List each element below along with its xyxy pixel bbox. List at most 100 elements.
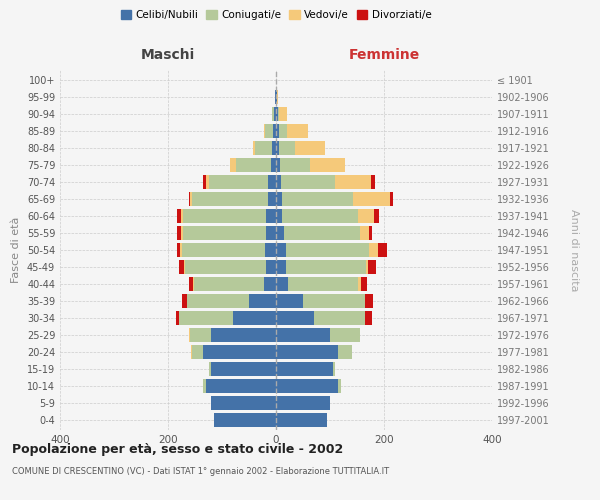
Bar (264, 277, 276, 291)
Bar (206, 176, 209, 189)
Bar (176, 226, 181, 240)
Bar (203, 379, 206, 392)
Bar (276, 209, 283, 223)
Bar (265, 124, 274, 138)
Bar (276, 294, 303, 308)
Bar (283, 209, 358, 223)
Bar (371, 176, 375, 189)
Bar (286, 260, 365, 274)
Bar (187, 294, 249, 308)
Bar (274, 108, 276, 121)
Bar (338, 345, 352, 358)
Bar (276, 362, 332, 376)
Bar (288, 277, 358, 291)
Y-axis label: Anni di nascita: Anni di nascita (569, 209, 579, 291)
Bar (266, 226, 276, 240)
Bar (374, 209, 379, 223)
Bar (265, 243, 276, 257)
Bar (188, 192, 190, 206)
Bar (276, 260, 286, 274)
Bar (179, 311, 233, 324)
Bar (203, 345, 276, 358)
Bar (233, 311, 276, 324)
Bar (188, 277, 193, 291)
Bar (276, 379, 338, 392)
Bar (266, 209, 276, 223)
Bar (361, 277, 367, 291)
Bar (314, 311, 365, 324)
Text: Popolazione per età, sesso e stato civile - 2002: Popolazione per età, sesso e stato civil… (12, 442, 343, 456)
Bar (330, 328, 360, 342)
Bar (181, 209, 182, 223)
Bar (276, 243, 286, 257)
Bar (188, 328, 190, 342)
Bar (194, 277, 264, 291)
Bar (272, 108, 274, 121)
Bar (365, 294, 373, 308)
Bar (368, 260, 376, 274)
Bar (276, 328, 330, 342)
Bar (211, 328, 276, 342)
Bar (179, 260, 184, 274)
Bar (177, 243, 180, 257)
Bar (211, 396, 276, 409)
Bar (272, 142, 276, 155)
Bar (271, 158, 276, 172)
Bar (276, 226, 284, 240)
Bar (303, 294, 365, 308)
Bar (268, 176, 276, 189)
Y-axis label: Fasce di età: Fasce di età (11, 217, 21, 283)
Bar (182, 226, 266, 240)
Bar (193, 345, 203, 358)
Bar (276, 192, 283, 206)
Bar (391, 192, 393, 206)
Text: Femmine: Femmine (349, 48, 419, 62)
Bar (281, 176, 335, 189)
Bar (256, 142, 272, 155)
Bar (295, 142, 325, 155)
Bar (370, 243, 377, 257)
Bar (191, 345, 193, 358)
Bar (182, 243, 265, 257)
Bar (279, 108, 287, 121)
Bar (268, 192, 276, 206)
Bar (353, 192, 391, 206)
Bar (276, 413, 328, 426)
Bar (209, 362, 211, 376)
Bar (180, 243, 182, 257)
Bar (181, 226, 182, 240)
Bar (332, 362, 335, 376)
Bar (370, 226, 372, 240)
Bar (182, 209, 266, 223)
Bar (263, 124, 265, 138)
Bar (192, 192, 268, 206)
Bar (284, 226, 360, 240)
Bar (278, 124, 287, 138)
Bar (276, 345, 338, 358)
Bar (286, 243, 370, 257)
Bar (190, 192, 193, 206)
Bar (276, 124, 278, 138)
Bar (287, 124, 308, 138)
Bar (185, 260, 266, 274)
Bar (358, 277, 361, 291)
Bar (190, 328, 211, 342)
Bar (276, 158, 280, 172)
Bar (253, 142, 256, 155)
Bar (236, 158, 271, 172)
Text: COMUNE DI CRESCENTINO (VC) - Dati ISTAT 1° gennaio 2002 - Elaborazione TUTTITALI: COMUNE DI CRESCENTINO (VC) - Dati ISTAT … (12, 468, 389, 476)
Bar (193, 277, 194, 291)
Bar (280, 158, 310, 172)
Legend: Celibi/Nubili, Coniugati/e, Vedovi/e, Divorziati/e: Celibi/Nubili, Coniugati/e, Vedovi/e, Di… (119, 8, 433, 22)
Bar (276, 396, 330, 409)
Bar (365, 260, 368, 274)
Bar (176, 311, 179, 324)
Bar (365, 311, 371, 324)
Bar (176, 209, 181, 223)
Bar (206, 379, 276, 392)
Bar (211, 362, 276, 376)
Bar (358, 209, 374, 223)
Bar (276, 142, 278, 155)
Bar (214, 413, 276, 426)
Bar (203, 176, 206, 189)
